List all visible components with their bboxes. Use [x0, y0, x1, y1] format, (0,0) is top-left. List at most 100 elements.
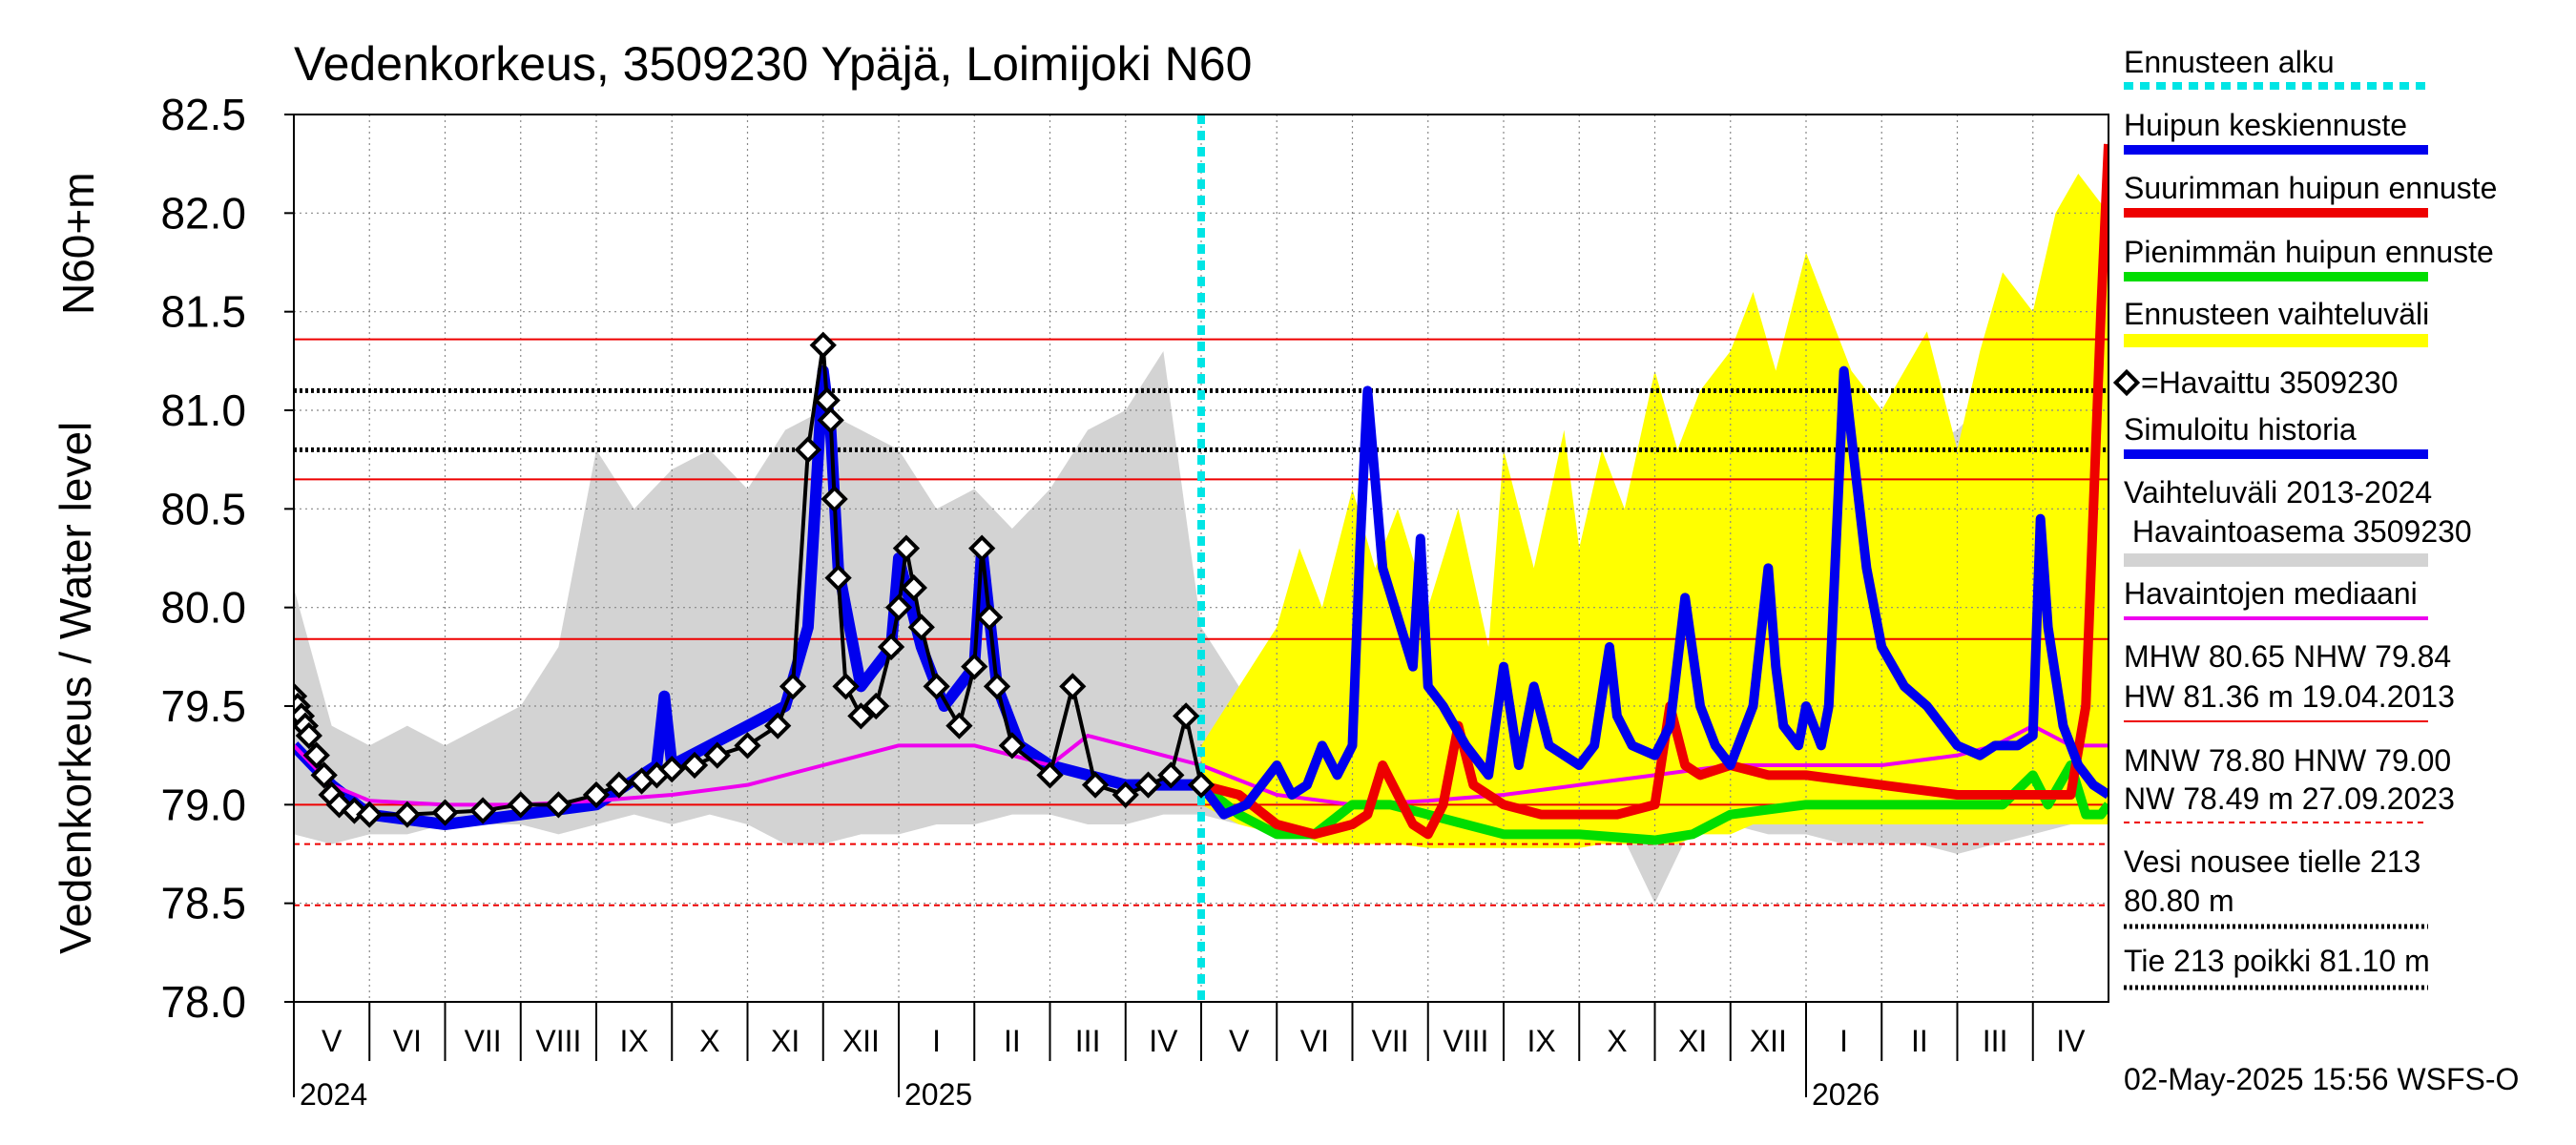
- x-month-label: IV: [1149, 1024, 1178, 1058]
- x-month-label: I: [1839, 1024, 1848, 1058]
- observed-point: [824, 564, 852, 592]
- observed-point: [356, 801, 384, 828]
- x-month-label: X: [1607, 1024, 1627, 1058]
- observed-point: [998, 732, 1027, 760]
- legend-forecast-start-label: Ennusteen alku: [2124, 45, 2335, 79]
- y-tick-label: 81.5: [160, 287, 246, 337]
- observed-point: [961, 653, 988, 680]
- legend-nw-line: NW 78.49 m 27.09.2023: [2124, 781, 2455, 816]
- plot-area: [294, 114, 2109, 1002]
- y-ticks: 82.5 82.0 81.5 81.0 80.5 80.0 79.5 79.0 78.5 78.0: [160, 90, 294, 1027]
- observed-point: [1036, 761, 1064, 789]
- legend-history-range-label-2: Havaintoasema 3509230: [2124, 514, 2472, 549]
- x-year-label: 2026: [1812, 1077, 1880, 1112]
- min-peak-forecast-line: [1197, 760, 2109, 845]
- legend-history-range-label-1: Vaihteluväli 2013-2024: [2124, 475, 2432, 510]
- x-month-label: VIII: [535, 1024, 581, 1058]
- x-year-label: 2024: [300, 1077, 367, 1112]
- observed-point: [1187, 771, 1215, 799]
- mean-peak-forecast-line: [1197, 365, 2109, 820]
- legend-median-label: Havaintojen mediaani: [2124, 576, 2418, 611]
- chart-title: Vedenkorkeus, 3509230 Ypäjä, Loimijoki N…: [294, 37, 1252, 91]
- y-tick-label: 79.5: [160, 681, 246, 731]
- observed-point: [764, 712, 792, 739]
- observed-point: [1059, 673, 1087, 700]
- x-month-label: VI: [1300, 1024, 1329, 1058]
- y-tick-label: 81.0: [160, 385, 246, 435]
- observed-point: [817, 406, 844, 434]
- observed-point: [1134, 771, 1162, 799]
- observed-point: [813, 386, 841, 414]
- observed-point: [1081, 771, 1110, 799]
- observed-layer: [294, 331, 1215, 828]
- x-axis: V VI VII VIII IX X XI XII I II III IV V VI VII VIII IX X X…: [293, 1002, 2086, 1112]
- observed-point: [794, 436, 822, 464]
- x-month-label: XII: [842, 1024, 880, 1058]
- observed-point: [907, 614, 935, 641]
- legend-hw-line: HW 81.36 m 19.04.2013: [2124, 679, 2455, 714]
- observed-point: [821, 485, 848, 513]
- y-axis-label-outer: Vedenkorkeus / Water level: [51, 422, 100, 954]
- x-month-label: IX: [620, 1024, 649, 1058]
- legend-observed-label: =Havaittu 3509230: [2141, 365, 2399, 400]
- x-month-label: II: [1911, 1024, 1928, 1058]
- x-month-label: V: [322, 1024, 343, 1058]
- legend-forecast-range-label: Ennusteen vaihteluväli: [2124, 297, 2429, 331]
- observed-point: [968, 534, 996, 562]
- observed-point: [680, 751, 709, 780]
- observed-point: [1173, 702, 1200, 730]
- observed-point: [431, 799, 459, 826]
- observed-point: [892, 534, 921, 562]
- series-layer: [294, 114, 2109, 1002]
- legend-road-1a: Vesi nousee tielle 213: [2124, 844, 2420, 879]
- x-month-label: V: [1229, 1024, 1250, 1058]
- observed-point: [884, 593, 913, 621]
- x-month-label: VII: [1372, 1024, 1409, 1058]
- legend-road-2: Tie 213 poikki 81.10 m: [2124, 944, 2430, 978]
- y-tick-label: 79.0: [160, 780, 246, 829]
- observed-point: [658, 755, 686, 783]
- legend-max-peak-label: Suurimman huipun ennuste: [2124, 171, 2497, 205]
- x-month-label: II: [1004, 1024, 1021, 1058]
- x-month-label: VII: [465, 1024, 502, 1058]
- observed-point: [507, 791, 534, 819]
- x-year-label: 2025: [904, 1077, 972, 1112]
- observed-point: [1111, 781, 1139, 809]
- observed-point: [809, 331, 837, 359]
- legend: Ennusteen alku Huipun keskiennuste Suuri…: [2112, 45, 2497, 990]
- y-tick-label: 80.5: [160, 484, 246, 533]
- observed-point: [393, 801, 422, 828]
- observed-point: [734, 732, 761, 760]
- observed-point: [605, 771, 633, 799]
- y-tick-label: 82.5: [160, 90, 246, 139]
- footer-timestamp: 02-May-2025 15:56 WSFS-O: [2124, 1062, 2519, 1096]
- observed-point: [310, 761, 338, 789]
- x-month-label: IX: [1527, 1024, 1556, 1058]
- observed-point: [945, 712, 973, 739]
- observed-point: [983, 673, 1011, 700]
- y-tick-label: 82.0: [160, 188, 246, 238]
- legend-road-1b: 80.80 m: [2124, 884, 2234, 918]
- median-line: [294, 723, 2109, 807]
- x-month-label: III: [1075, 1024, 1101, 1058]
- max-peak-forecast-line: [1199, 143, 2109, 840]
- observed-point: [900, 573, 927, 602]
- x-month-label: XI: [1678, 1024, 1707, 1058]
- legend-mnw-line: MNW 78.80 HNW 79.00: [2124, 743, 2451, 778]
- x-month-label: VIII: [1443, 1024, 1488, 1058]
- observed-point: [862, 692, 890, 720]
- y-axis-label-inner: N60+m: [53, 172, 103, 315]
- observed-point: [923, 673, 950, 700]
- x-month-label: III: [1983, 1024, 2008, 1058]
- x-month-label: VI: [393, 1024, 422, 1058]
- observed-point: [703, 741, 731, 769]
- observed-point: [779, 673, 807, 700]
- observed-point: [975, 603, 1004, 632]
- y-tick-label: 78.0: [160, 977, 246, 1027]
- observed-point: [847, 702, 875, 730]
- observed-point: [877, 633, 905, 661]
- observed-point: [582, 781, 611, 809]
- observed-point: [468, 797, 497, 824]
- legend-simulated-label: Simuloitu historia: [2124, 412, 2357, 447]
